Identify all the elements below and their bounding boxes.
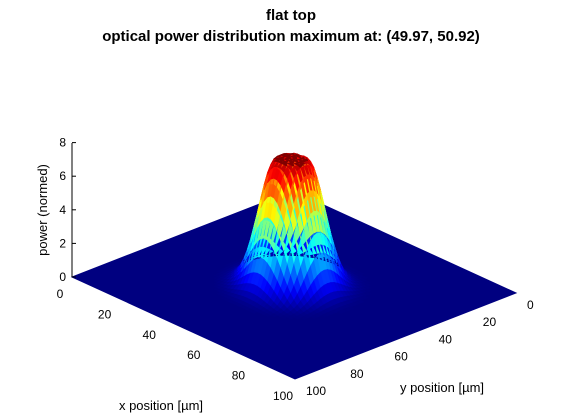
x-tick-label: 0: [57, 287, 64, 301]
x-tick-label: 20: [98, 307, 112, 321]
surface-patch: [363, 291, 372, 296]
y-tick-label: 60: [394, 350, 408, 364]
y-tick-label: 100: [306, 384, 326, 398]
z-tick-label: 4: [59, 203, 66, 217]
surface-patch: [346, 306, 355, 311]
surface-patch: [356, 299, 365, 304]
z-axis-label: power (normed): [35, 164, 50, 256]
x-axis-label: x position [µm]: [119, 398, 203, 413]
y-axis-ticks: 0 20 40 60 80 100: [306, 298, 534, 398]
chart-title: flat top: [266, 7, 316, 24]
chart-subtitle: optical power distribution maximum at: (…: [102, 28, 480, 45]
z-axis-ticks: 0 2 4 6 8: [59, 136, 76, 284]
surface-patch: [359, 295, 369, 300]
y-tick-label: 20: [483, 315, 497, 329]
x-tick-label: 100: [273, 389, 293, 403]
y-tick-label: 0: [527, 298, 534, 312]
z-tick-label: 8: [59, 136, 66, 150]
surface: [70, 152, 518, 380]
y-tick-label: 80: [350, 367, 364, 381]
z-tick-label: 2: [59, 236, 66, 250]
x-axis-ticks: 0 20 40 60 80 100: [57, 287, 294, 403]
x-tick-label: 80: [232, 369, 246, 383]
y-axis-label: y position [µm]: [400, 380, 484, 395]
x-tick-label: 60: [187, 348, 201, 362]
z-tick-label: 6: [59, 169, 66, 183]
x-tick-label: 40: [143, 328, 157, 342]
z-tick-label: 0: [59, 270, 66, 284]
y-tick-label: 40: [439, 332, 453, 346]
